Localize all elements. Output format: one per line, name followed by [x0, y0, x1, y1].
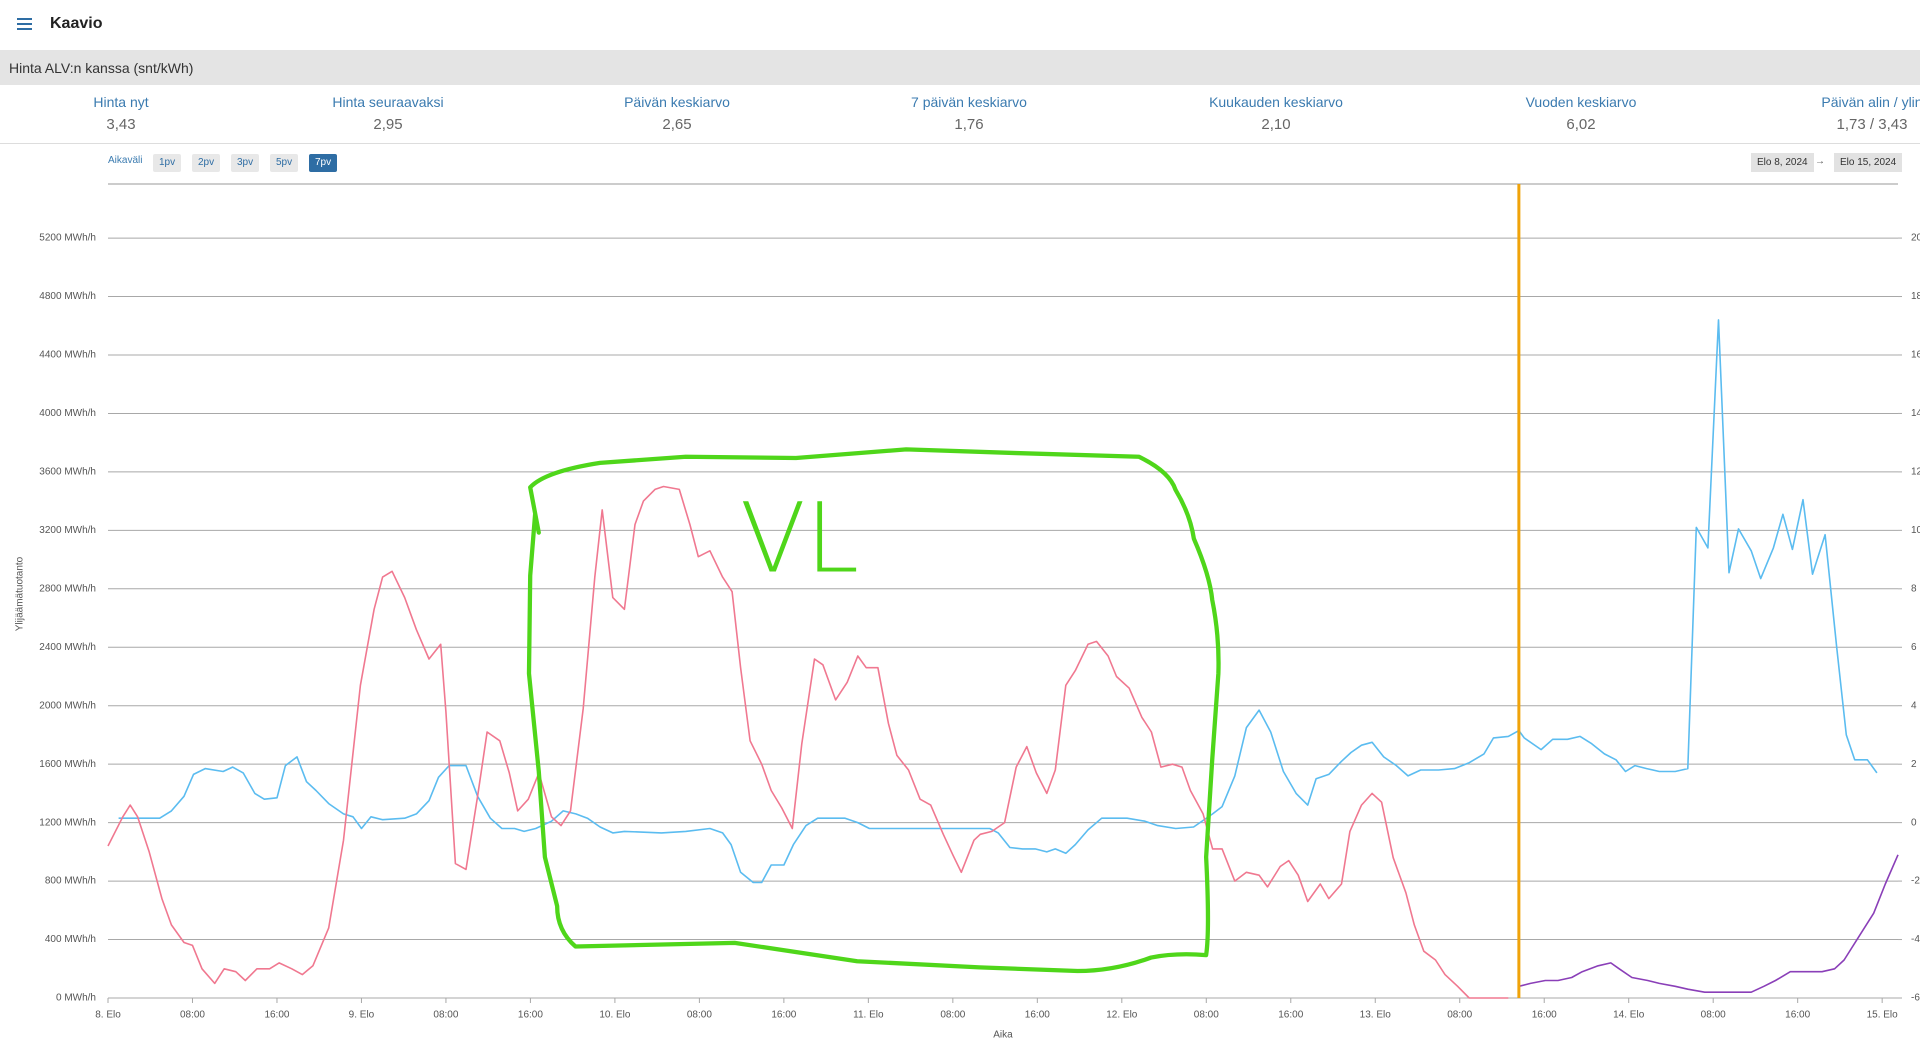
x-tick-label: 16:00	[1025, 1010, 1050, 1021]
stat-label: 7 päivän keskiarvo	[911, 94, 1027, 110]
stat-label: Päivän alin / ylin	[1821, 94, 1920, 110]
x-tick-label: 9. Elo	[349, 1010, 375, 1021]
x-tick-label: 08:00	[180, 1010, 205, 1021]
range-button[interactable]: 5pv	[270, 154, 299, 172]
x-tick-label: 16:00	[1785, 1010, 1810, 1021]
y-tick-label: 3600 MWh/h	[39, 467, 96, 478]
range-button[interactable]: 1pv	[153, 154, 182, 172]
y-tick-label: 5200 MWh/h	[39, 233, 96, 244]
y2-tick-label: 6	[1911, 642, 1917, 653]
y-tick-label: 0 MWh/h	[56, 993, 96, 1004]
stat-value: 3,43	[106, 116, 136, 133]
stat-value: 1,73 / 3,43	[1836, 116, 1908, 133]
x-tick-label: 15. Elo	[1867, 1010, 1899, 1021]
y2-tick-label: 18	[1911, 291, 1920, 302]
x-tick-label: 08:00	[433, 1010, 458, 1021]
date-from[interactable]: Elo 8, 2024	[1751, 153, 1814, 172]
range-button[interactable]: 2pv	[192, 154, 221, 172]
y-tick-label: 400 MWh/h	[45, 934, 96, 945]
handwritten-loop	[526, 447, 1221, 974]
x-tick-label: 14. Elo	[1613, 1010, 1645, 1021]
stat-value: 1,76	[954, 116, 984, 133]
y-axis-title: Ylijäämätuotanto	[15, 556, 26, 631]
header: Kaavio	[0, 0, 1920, 49]
series-line	[1518, 854, 1899, 993]
section-bar: Hinta ALV:n kanssa (snt/kWh)	[0, 50, 1920, 85]
x-tick-label: 08:00	[1447, 1010, 1472, 1021]
y-tick-label: 4800 MWh/h	[39, 291, 96, 302]
stat: Päivän alin / ylin 1,73 / 3,43	[1752, 94, 1920, 133]
y2-tick-label: 8	[1911, 583, 1917, 594]
y-tick-label: 2800 MWh/h	[39, 583, 96, 594]
x-tick-label: 08:00	[940, 1010, 965, 1021]
x-tick-label: 16:00	[771, 1010, 796, 1021]
y-tick-label: 2400 MWh/h	[39, 642, 96, 653]
stat: Vuoden keskiarvo 6,02	[1461, 94, 1701, 133]
y-tick-label: 4000 MWh/h	[39, 408, 96, 419]
y2-tick-label: 14	[1911, 408, 1920, 419]
y-tick-label: 1600 MWh/h	[39, 759, 96, 770]
y2-tick-label: -4	[1911, 934, 1920, 945]
y2-tick-label: 10	[1911, 525, 1920, 536]
range-button[interactable]: 3pv	[231, 154, 260, 172]
x-axis-title: Aika	[993, 1030, 1013, 1041]
stat: Hinta seuraavaksi 2,95	[268, 94, 508, 133]
series-line	[118, 319, 1878, 884]
stat: Päivän keskiarvo 2,65	[557, 94, 797, 133]
plot-area: 0 MWh/h 400 MWh/h 800 MWh/h 1200 MWh/h 1600 …	[39, 184, 1920, 1021]
x-tick-label: 16:00	[1278, 1010, 1303, 1021]
y-tick-label: 800 MWh/h	[45, 876, 96, 887]
y2-tick-label: -6	[1911, 993, 1920, 1004]
x-tick-label: 12. Elo	[1106, 1010, 1138, 1021]
y-tick-label: 3200 MWh/h	[39, 525, 96, 536]
stat-value: 2,95	[373, 116, 403, 133]
x-tick-label: 13. Elo	[1360, 1010, 1392, 1021]
range-button[interactable]: 7pv	[309, 154, 338, 172]
stat-value: 6,02	[1566, 116, 1596, 133]
x-tick-label: 08:00	[1194, 1010, 1219, 1021]
y-tick-label: 2000 MWh/h	[39, 700, 96, 711]
y2-tick-label: 20	[1911, 233, 1920, 244]
x-tick-label: 08:00	[687, 1010, 712, 1021]
stat: 7 päivän keskiarvo 1,76	[849, 94, 1089, 133]
section-title: Hinta ALV:n kanssa (snt/kWh)	[9, 60, 194, 76]
stat-value: 2,65	[662, 116, 692, 133]
x-tick-label: 16:00	[518, 1010, 543, 1021]
x-tick-label: 16:00	[1532, 1010, 1557, 1021]
series-line	[107, 485, 1509, 999]
y-tick-label: 1200 MWh/h	[39, 817, 96, 828]
stat-label: Kuukauden keskiarvo	[1209, 94, 1343, 110]
x-tick-label: 08:00	[1701, 1010, 1726, 1021]
stat-label: Päivän keskiarvo	[624, 94, 730, 110]
y-tick-label: 4400 MWh/h	[39, 350, 96, 361]
y2-tick-label: -2	[1911, 876, 1920, 887]
x-tick-label: 16:00	[264, 1010, 289, 1021]
x-tick-label: 11. Elo	[853, 1010, 884, 1021]
stat-label: Hinta seuraavaksi	[332, 94, 444, 110]
x-tick-label: 10. Elo	[599, 1010, 631, 1021]
handwritten-annotation: VL	[740, 482, 859, 594]
y2-tick-label: 4	[1911, 700, 1917, 711]
stat: Hinta nyt 3,43	[1, 94, 241, 133]
y2-tick-label: 0	[1911, 817, 1917, 828]
stat-value: 2,10	[1261, 116, 1291, 133]
separator	[0, 143, 1920, 144]
range-label: Aikaväli	[108, 155, 143, 166]
page-title: Kaavio	[50, 15, 103, 32]
y2-tick-label: 12	[1911, 467, 1920, 478]
stat: Kuukauden keskiarvo 2,10	[1156, 94, 1396, 133]
x-tick-label: 8. Elo	[95, 1010, 121, 1021]
y2-tick-label: 16	[1911, 350, 1920, 361]
stat-label: Hinta nyt	[93, 94, 149, 110]
y2-tick-label: 2	[1911, 759, 1917, 770]
stat-label: Vuoden keskiarvo	[1525, 94, 1637, 110]
menu-icon[interactable]	[17, 17, 37, 33]
date-to[interactable]: Elo 15, 2024	[1834, 153, 1903, 172]
date-arrow: →	[1815, 156, 1825, 167]
